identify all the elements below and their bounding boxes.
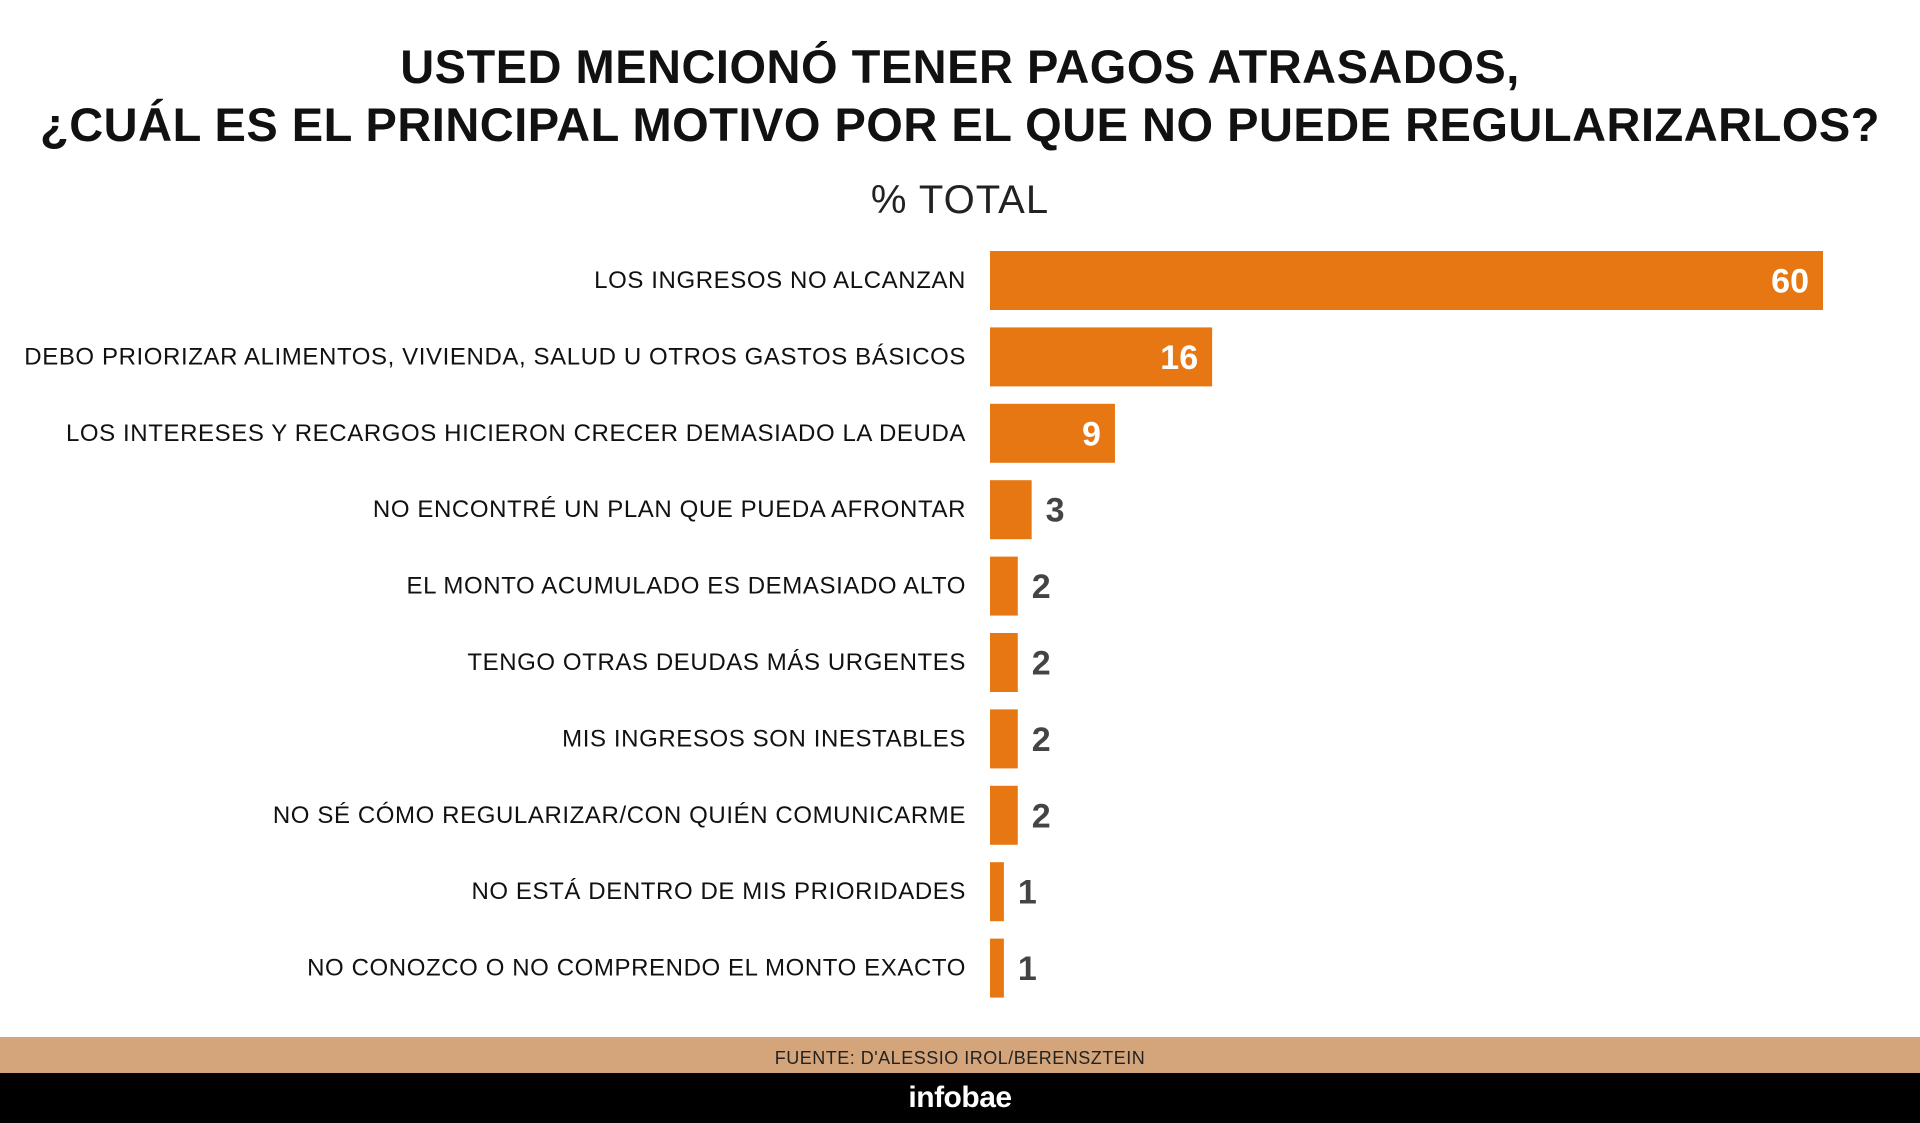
data-label: 60 xyxy=(1771,263,1809,301)
bar xyxy=(990,938,1004,998)
data-label: 2 xyxy=(1032,797,1051,835)
bar xyxy=(990,862,1004,922)
chart-title-line-1: USTED MENCIONÓ TENER PAGOS ATRASADOS, xyxy=(400,40,1520,93)
data-label: 1 xyxy=(1018,950,1037,988)
category-label: EL MONTO ACUMULADO ES DEMASIADO ALTO xyxy=(406,573,966,600)
bar xyxy=(990,403,1115,463)
bar xyxy=(990,556,1018,616)
data-label: 1 xyxy=(1018,874,1037,912)
data-label: 9 xyxy=(1082,415,1101,453)
bar xyxy=(990,785,1018,845)
bar xyxy=(990,709,1018,769)
chart-title: USTED MENCIONÓ TENER PAGOS ATRASADOS, ¿C… xyxy=(0,38,1920,154)
bar xyxy=(990,480,1032,540)
data-label: 16 xyxy=(1160,339,1198,377)
chart-subtitle: % TOTAL xyxy=(870,178,1050,222)
category-label: NO ENCONTRÉ UN PLAN QUE PUEDA AFRONTAR xyxy=(373,496,966,523)
infobae-logo: infobae xyxy=(908,1081,1012,1114)
category-label: NO ESTÁ DENTRO DE MIS PRIORIDADES xyxy=(471,878,966,905)
footer-bar: infobae xyxy=(0,1073,1920,1123)
data-label: 2 xyxy=(1032,721,1051,759)
chart-title-line-2: ¿CUÁL ES EL PRINCIPAL MOTIVO POR EL QUE … xyxy=(40,98,1880,151)
source-text: FUENTE: D'ALESSIO IROL/BERENSZTEIN xyxy=(774,1047,1146,1068)
bar-chart: LOS INGRESOS NO ALCANZAN 60 DEBO PRIORIZAR… xyxy=(24,251,1823,998)
bar xyxy=(990,633,1018,692)
source-band: FUENTE: D'ALESSIO IROL/BERENSZTEIN xyxy=(0,1037,1920,1073)
category-label: LOS INTERESES Y RECARGOS HICIERON CRECER… xyxy=(66,420,966,447)
category-label: MIS INGRESOS SON INESTABLES xyxy=(562,725,966,752)
data-label: 2 xyxy=(1032,645,1051,683)
data-label: 2 xyxy=(1032,568,1051,606)
category-label: NO CONOZCO O NO COMPRENDO EL MONTO EXACT… xyxy=(307,955,966,982)
category-label: TENGO OTRAS DEUDAS MÁS URGENTES xyxy=(467,649,966,676)
data-label: 3 xyxy=(1046,492,1065,530)
category-label: LOS INGRESOS NO ALCANZAN xyxy=(594,267,966,294)
category-label: DEBO PRIORIZAR ALIMENTOS, VIVIENDA, SALU… xyxy=(24,343,966,370)
bar xyxy=(990,327,1213,387)
category-label: NO SÉ CÓMO REGULARIZAR/CON QUIÉN COMUNIC… xyxy=(273,802,966,829)
bar xyxy=(990,251,1823,310)
